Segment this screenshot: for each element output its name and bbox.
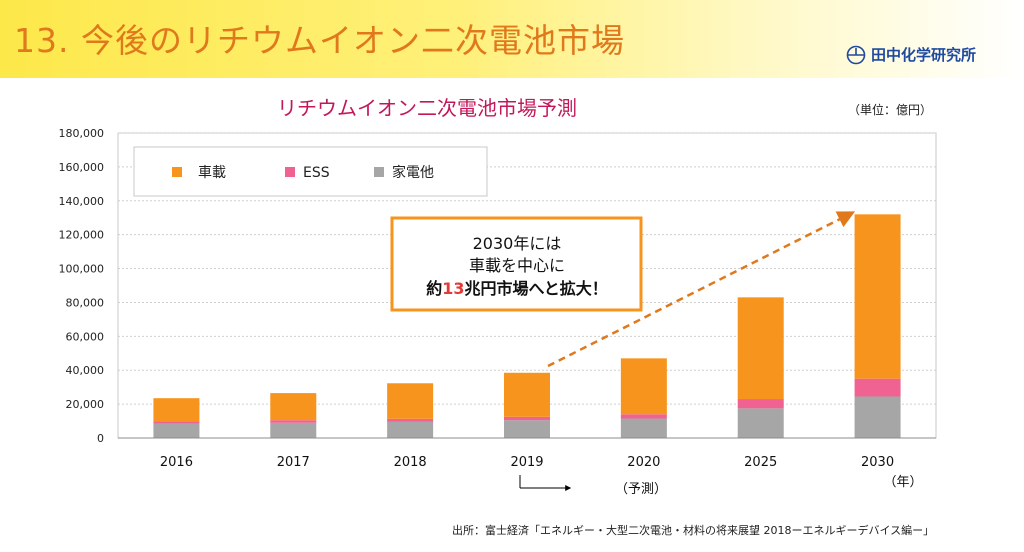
title-banner bbox=[0, 0, 1024, 78]
bar-segment-appliance bbox=[737, 408, 784, 438]
x-tick-label: 2019 bbox=[510, 455, 543, 470]
bar-segment-appliance bbox=[387, 421, 434, 438]
legend-label-appliance: 家電他 bbox=[392, 164, 434, 181]
bar-segment-appliance bbox=[620, 418, 667, 438]
y-tick-label: 100,000 bbox=[59, 263, 105, 276]
y-tick-label: 120,000 bbox=[59, 229, 105, 242]
bars bbox=[153, 214, 901, 438]
legend-swatch-appliance bbox=[374, 167, 384, 177]
trend-arrow bbox=[547, 211, 856, 368]
y-tick-label: 160,000 bbox=[59, 161, 105, 174]
bar-segment-vehicle bbox=[737, 297, 784, 400]
legend-label-vehicle: 車載 bbox=[198, 164, 226, 181]
logo-text: 田中化学研究所 bbox=[871, 46, 977, 64]
callout-box bbox=[390, 216, 643, 312]
y-tick-label: 0 bbox=[97, 432, 104, 445]
bar-segment-vehicle bbox=[854, 214, 901, 379]
y-axis: 0 20,000 40,000 60,000 80,000 100,000 120,000 1… bbox=[59, 127, 105, 445]
x-tick-label: 2030 bbox=[861, 455, 894, 470]
bar-segment-vehicle bbox=[504, 372, 550, 417]
callout-line-1: 2030年には bbox=[473, 234, 562, 253]
bar-segment-ess bbox=[270, 420, 317, 423]
legend-label-ess: ESS bbox=[303, 165, 330, 181]
bar-segment-ess bbox=[620, 414, 667, 419]
chart-title: リチウムイオン二次電池市場予測 bbox=[277, 96, 577, 120]
bar-segment-vehicle bbox=[270, 393, 317, 421]
callout-tail: 兆円市場へと拡大！ bbox=[465, 279, 608, 298]
legend: 車載 ESS 家電他 bbox=[133, 146, 488, 197]
x-tick-label: 2025 bbox=[744, 455, 777, 470]
x-tick-label: 2017 bbox=[277, 455, 310, 470]
bar-segment-vehicle bbox=[153, 398, 200, 422]
y-tick-label: 60,000 bbox=[66, 330, 105, 343]
y-tick-label: 20,000 bbox=[66, 398, 105, 411]
unit-label: （単位：億円） bbox=[848, 103, 933, 117]
callout-line-2: 車載を中心に bbox=[469, 256, 565, 275]
callout-highlight: 13 bbox=[442, 279, 464, 298]
bar-segment-ess bbox=[737, 399, 784, 409]
bar-segment-ess bbox=[153, 421, 200, 424]
y-tick-label: 180,000 bbox=[59, 127, 105, 140]
x-axis-unit: （年） bbox=[883, 475, 922, 490]
x-axis: 2016 2017 2018 2019 2020 2025 2030 bbox=[160, 455, 894, 470]
bar-segment-appliance bbox=[504, 420, 550, 438]
bar-segment-vehicle bbox=[387, 383, 434, 419]
legend-swatch-ess bbox=[285, 167, 295, 177]
bar-segment-appliance bbox=[270, 422, 317, 438]
y-tick-label: 80,000 bbox=[66, 296, 105, 309]
x-tick-label: 2020 bbox=[627, 455, 660, 470]
bar-segment-ess bbox=[387, 418, 434, 422]
legend-box bbox=[133, 146, 488, 197]
bar-segment-ess bbox=[504, 416, 550, 421]
y-tick-label: 140,000 bbox=[59, 195, 105, 208]
company-logo: 田中化学研究所 bbox=[846, 44, 976, 65]
bar-segment-appliance bbox=[854, 396, 901, 438]
y-tick-label: 40,000 bbox=[66, 364, 105, 377]
x-tick-label: 2018 bbox=[394, 455, 427, 470]
slide-title: 13. 今後のリチウムイオン二次電池市場 bbox=[14, 21, 625, 60]
callout-approx: 約 bbox=[426, 279, 442, 298]
bar-segment-ess bbox=[854, 378, 901, 397]
callout-line-3: 約13兆円市場へと拡大！ bbox=[426, 279, 607, 298]
source-note: 出所：富士経済「エネルギー・大型二次電池・材料の将来展望 2018ーエネルギーデ… bbox=[452, 524, 935, 537]
bar-segment-appliance bbox=[153, 423, 200, 438]
logo-icon bbox=[846, 45, 866, 64]
legend-swatch-vehicle bbox=[172, 167, 182, 177]
bar-segment-vehicle bbox=[620, 358, 667, 415]
x-tick-label: 2016 bbox=[160, 455, 193, 470]
forecast-label: （予測） bbox=[615, 482, 667, 497]
callout: 2030年には 車載を中心に 約13兆円市場へと拡大！ bbox=[390, 216, 643, 312]
